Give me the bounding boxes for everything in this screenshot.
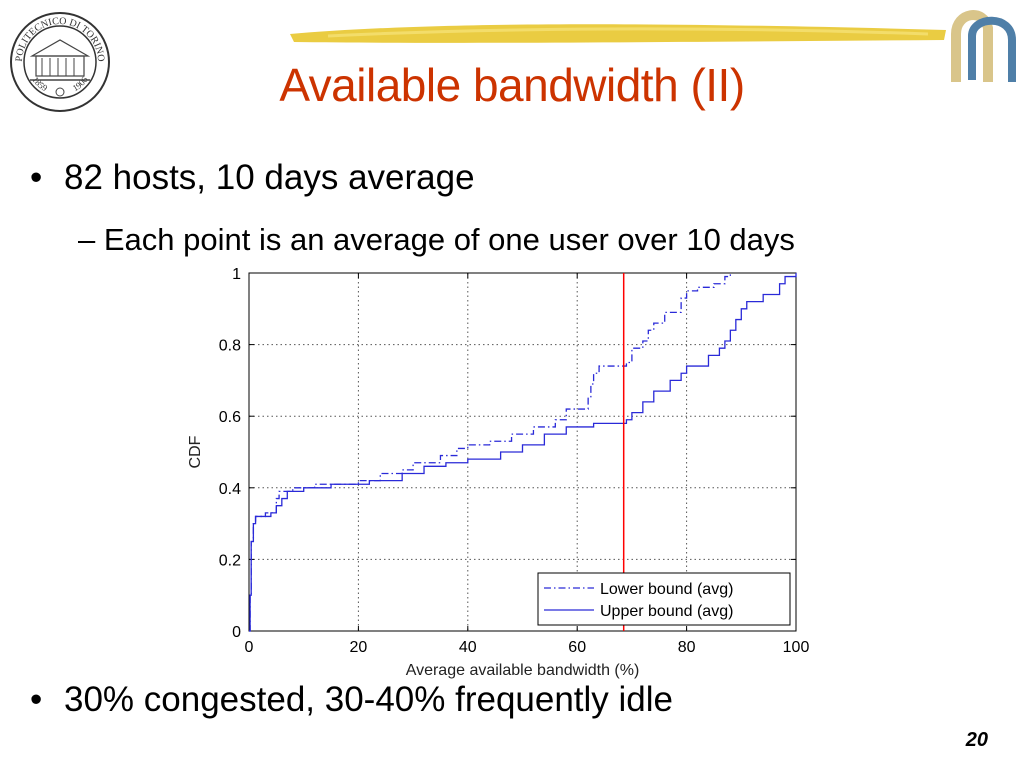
bullet-text: 30% congested, 30-40% frequently idle xyxy=(64,680,674,719)
y-tick-label: 0.2 xyxy=(219,552,241,569)
legend-box xyxy=(537,572,791,626)
university-seal-logo: POLITECNICO DI TORINO 1859 1906 xyxy=(10,12,110,112)
plot-frame xyxy=(248,272,797,632)
bullet-item: • 30% congested, 30-40% frequently idle xyxy=(30,680,673,720)
bullet-glyph: • xyxy=(30,680,43,719)
slide-title: Available bandwidth (II) xyxy=(279,59,745,111)
y-axis-label: CDF xyxy=(187,435,204,468)
x-tick-label: 0 xyxy=(245,639,254,656)
page-number: 20 xyxy=(965,729,988,751)
bullet-item: • 82 hosts, 10 days average xyxy=(30,158,475,198)
x-tick-label: 100 xyxy=(783,639,810,656)
legend-entry: Upper bound (avg) xyxy=(600,603,733,620)
y-tick-label: 0.8 xyxy=(219,338,241,355)
x-tick-label: 60 xyxy=(568,639,586,656)
legend-entry: Lower bound (avg) xyxy=(600,581,733,598)
series-line-lower-bound xyxy=(249,273,732,632)
bullet-glyph: • xyxy=(30,158,43,197)
sub-bullet-text: – Each point is an average of one user o… xyxy=(78,222,795,257)
x-tick-label: 20 xyxy=(350,639,368,656)
bullet-text: 82 hosts, 10 days average xyxy=(64,158,475,197)
x-axis-label: Average available bandwidth (%) xyxy=(406,662,640,679)
y-tick-label: 0 xyxy=(232,624,241,641)
x-tick-label: 40 xyxy=(459,639,477,656)
y-tick-label: 1 xyxy=(232,266,241,283)
series-line-upper-bound xyxy=(249,273,797,632)
y-tick-label: 0.4 xyxy=(219,481,241,498)
x-tick-label: 80 xyxy=(678,639,696,656)
yellow-brush-stroke xyxy=(290,24,946,43)
y-tick-label: 0.6 xyxy=(219,409,241,426)
corner-logo xyxy=(951,10,1016,82)
